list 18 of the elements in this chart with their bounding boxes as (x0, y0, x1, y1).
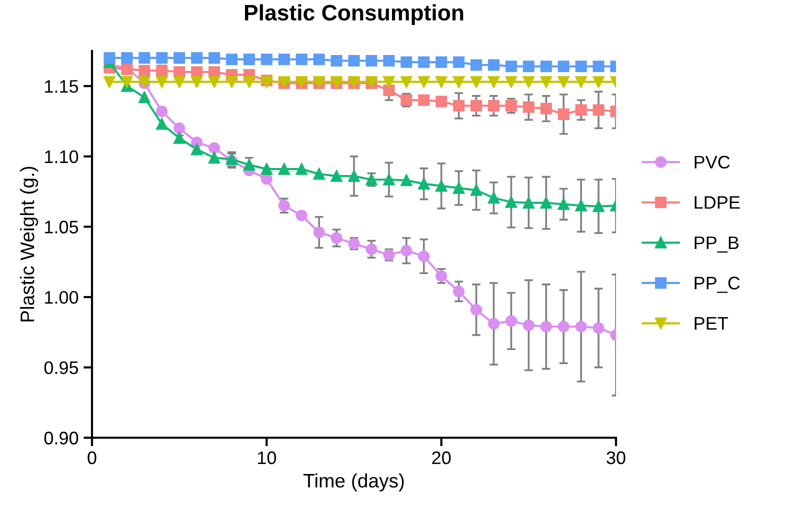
chart-title: Plastic Consumption (244, 4, 464, 25)
y-tick-label: 1.05 (45, 220, 78, 234)
y-tick-label: 1.15 (45, 80, 78, 93)
legend-label: PET (694, 317, 728, 330)
legend-label: PVC (694, 156, 730, 169)
y-tick-label: 1.00 (45, 291, 78, 304)
legend-label: PP_B (694, 236, 739, 253)
y-axis-title: Plastic Weight (g.) (20, 166, 38, 322)
x-tick-label: 20 (432, 451, 451, 464)
x-tick-label: 30 (606, 451, 626, 464)
y-tick-label: 0.90 (44, 432, 78, 444)
x-axis-title: Time (days) (303, 473, 404, 492)
y-tick-label: 0.95 (44, 361, 78, 374)
legend-label: PP_C (694, 276, 740, 293)
x-tick-label: 10 (258, 451, 276, 464)
y-tick-label: 1.10 (45, 150, 78, 164)
x-tick-label: 0 (88, 451, 96, 464)
legend-label: LDPE (694, 196, 740, 209)
